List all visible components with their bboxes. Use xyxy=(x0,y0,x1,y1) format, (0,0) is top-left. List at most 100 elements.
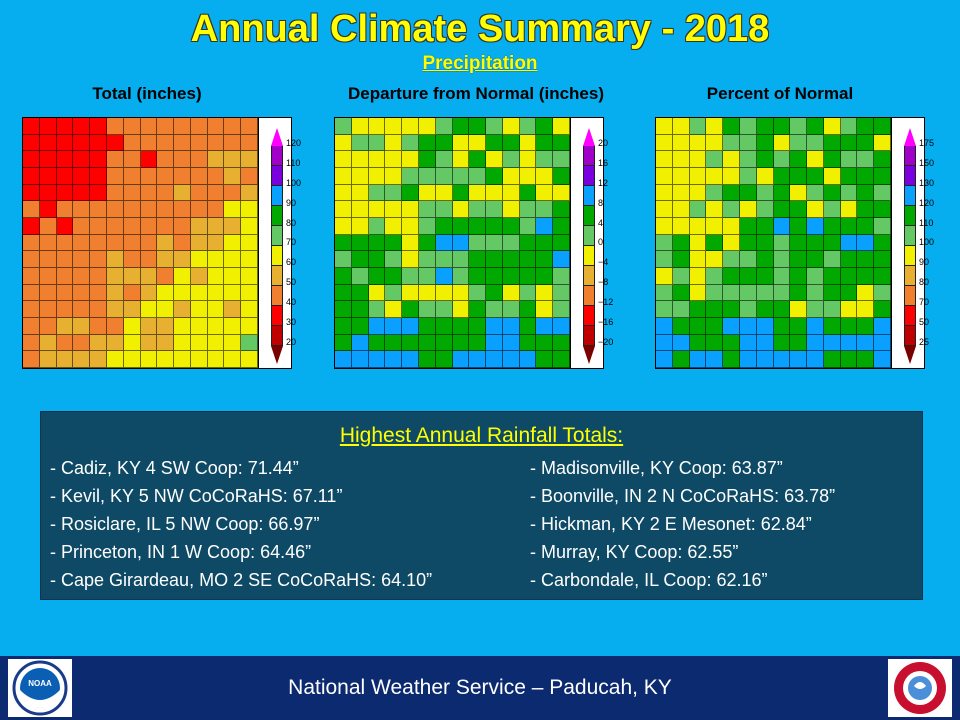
county-cell xyxy=(140,301,158,318)
county-cell xyxy=(656,184,673,202)
county-cell xyxy=(418,167,436,185)
county-cell xyxy=(157,201,175,218)
county-cell xyxy=(739,234,757,252)
county-cell xyxy=(106,251,124,268)
county-cell xyxy=(207,351,225,368)
county-cell xyxy=(241,118,258,135)
legend-max-arrow xyxy=(271,128,283,146)
county-cell xyxy=(207,317,225,335)
county-cell xyxy=(807,267,824,285)
county-cell xyxy=(123,334,141,352)
county-cell xyxy=(756,284,774,302)
county-cell xyxy=(553,118,570,135)
county-cell xyxy=(90,284,107,302)
county-cell xyxy=(335,267,352,285)
county-cell xyxy=(39,167,57,185)
county-cell xyxy=(39,118,57,135)
county-cell xyxy=(106,134,124,152)
noaa-logo-icon: NOAA xyxy=(12,660,68,716)
panel-title-percent: Percent of Normal xyxy=(706,84,854,103)
county-cell xyxy=(435,267,453,285)
county-cell xyxy=(874,151,891,168)
county-cell xyxy=(418,151,436,168)
county-cell xyxy=(157,151,175,168)
county-cell xyxy=(174,267,191,285)
county-cell xyxy=(335,134,352,152)
legend-tick: 60 xyxy=(286,257,297,268)
legend-swatch xyxy=(271,326,283,346)
county-cell xyxy=(823,217,841,235)
county-cell xyxy=(536,201,554,218)
svg-text:NOAA: NOAA xyxy=(28,679,52,688)
county-cell xyxy=(157,118,175,135)
county-cell xyxy=(486,118,503,135)
county-cell xyxy=(224,334,242,352)
county-cell xyxy=(840,267,858,285)
county-cell xyxy=(706,317,724,335)
county-cell xyxy=(773,317,791,335)
county-cell xyxy=(368,184,386,202)
county-cell xyxy=(672,184,690,202)
county-cell xyxy=(519,167,537,185)
county-cell xyxy=(689,201,707,218)
county-cell xyxy=(351,201,369,218)
county-cell xyxy=(874,317,891,335)
county-cell xyxy=(207,251,225,268)
county-cell xyxy=(706,351,724,368)
county-cell xyxy=(739,267,757,285)
county-cell xyxy=(874,284,891,302)
county-cell xyxy=(73,301,91,318)
county-cell xyxy=(689,251,707,268)
county-cell xyxy=(435,151,453,168)
county-cell xyxy=(656,201,673,218)
county-cell xyxy=(418,217,436,235)
legend-swatch xyxy=(271,286,283,306)
county-cell xyxy=(502,134,520,152)
county-cell xyxy=(190,118,208,135)
nws-logo-icon xyxy=(894,662,946,714)
county-cell xyxy=(140,217,158,235)
county-cell xyxy=(385,118,403,135)
county-cell xyxy=(435,184,453,202)
county-cell xyxy=(553,134,570,152)
county-cell xyxy=(23,118,40,135)
county-cell xyxy=(672,118,690,135)
county-cell xyxy=(672,301,690,318)
county-cell xyxy=(536,301,554,318)
county-cell xyxy=(519,251,537,268)
county-cell xyxy=(656,351,673,368)
county-cell xyxy=(553,351,570,368)
county-cell xyxy=(689,351,707,368)
color-legend: 20 16 12 8 4 0 −4 −8 −12 −16 −20 xyxy=(570,118,613,368)
county-cell xyxy=(56,284,74,302)
list-item: - Madisonville, KY Coop: 63.87” xyxy=(530,458,783,478)
county-cell xyxy=(519,284,537,302)
rainfall-list-right: - Madisonville, KY Coop: 63.87” - Boonvi… xyxy=(530,454,835,594)
county-cell xyxy=(174,151,191,168)
county-cell xyxy=(672,217,690,235)
county-cell xyxy=(39,317,57,335)
county-cell xyxy=(689,317,707,335)
county-cell xyxy=(23,284,40,302)
rainfall-list-left: - Cadiz, KY 4 SW Coop: 71.44” - Kevil, K… xyxy=(50,454,432,594)
county-cell xyxy=(174,284,191,302)
county-cell xyxy=(739,151,757,168)
county-cell xyxy=(553,151,570,168)
list-item: - Cadiz, KY 4 SW Coop: 71.44” xyxy=(50,458,299,478)
county-cell xyxy=(56,334,74,352)
county-cell xyxy=(73,151,91,168)
county-cell xyxy=(790,167,808,185)
legend-tick: 130 xyxy=(919,177,935,188)
county-cell xyxy=(823,267,841,285)
county-cell xyxy=(553,234,570,252)
county-cell xyxy=(790,217,808,235)
county-cell xyxy=(56,234,74,252)
county-cell xyxy=(73,234,91,252)
county-cell xyxy=(469,351,487,368)
county-cell xyxy=(502,334,520,352)
county-cell xyxy=(519,301,537,318)
county-cell xyxy=(140,201,158,218)
county-cell xyxy=(241,267,258,285)
county-cell xyxy=(790,234,808,252)
county-cell xyxy=(823,167,841,185)
